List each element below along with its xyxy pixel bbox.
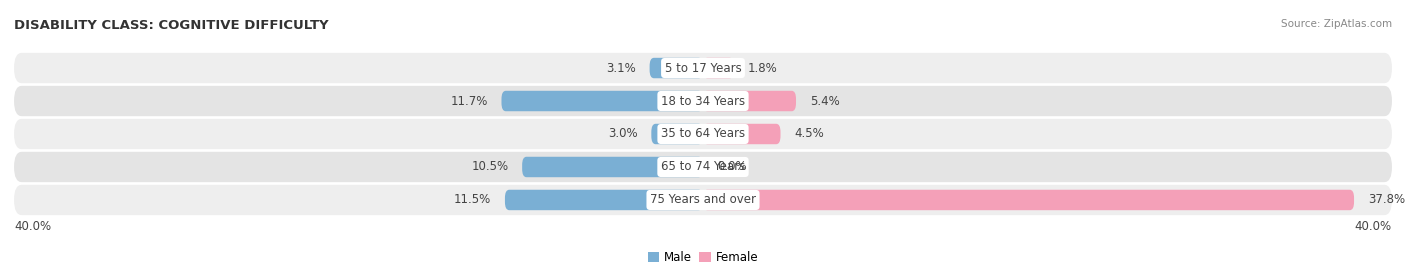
Text: 75 Years and over: 75 Years and over [650,193,756,206]
Text: 4.5%: 4.5% [794,128,824,140]
FancyBboxPatch shape [703,91,796,111]
FancyBboxPatch shape [14,53,1392,83]
Text: 5 to 17 Years: 5 to 17 Years [665,62,741,75]
FancyBboxPatch shape [522,157,703,177]
Text: 10.5%: 10.5% [471,161,509,173]
FancyBboxPatch shape [505,190,703,210]
Text: 11.7%: 11.7% [450,95,488,107]
Text: DISABILITY CLASS: COGNITIVE DIFFICULTY: DISABILITY CLASS: COGNITIVE DIFFICULTY [14,19,329,32]
Text: 40.0%: 40.0% [1355,220,1392,233]
Legend: Male, Female: Male, Female [643,246,763,268]
Text: 3.1%: 3.1% [606,62,636,75]
Text: 11.5%: 11.5% [454,193,491,206]
FancyBboxPatch shape [703,190,1354,210]
FancyBboxPatch shape [502,91,703,111]
FancyBboxPatch shape [14,152,1392,182]
Text: 37.8%: 37.8% [1368,193,1405,206]
FancyBboxPatch shape [14,185,1392,215]
FancyBboxPatch shape [650,58,703,78]
FancyBboxPatch shape [703,58,734,78]
FancyBboxPatch shape [703,124,780,144]
Text: 18 to 34 Years: 18 to 34 Years [661,95,745,107]
Text: Source: ZipAtlas.com: Source: ZipAtlas.com [1281,19,1392,29]
Text: 5.4%: 5.4% [810,95,839,107]
Text: 40.0%: 40.0% [14,220,51,233]
FancyBboxPatch shape [651,124,703,144]
Text: 65 to 74 Years: 65 to 74 Years [661,161,745,173]
Text: 1.8%: 1.8% [748,62,778,75]
Text: 0.0%: 0.0% [717,161,747,173]
FancyBboxPatch shape [14,119,1392,149]
Text: 3.0%: 3.0% [607,128,637,140]
Text: 35 to 64 Years: 35 to 64 Years [661,128,745,140]
FancyBboxPatch shape [14,86,1392,116]
